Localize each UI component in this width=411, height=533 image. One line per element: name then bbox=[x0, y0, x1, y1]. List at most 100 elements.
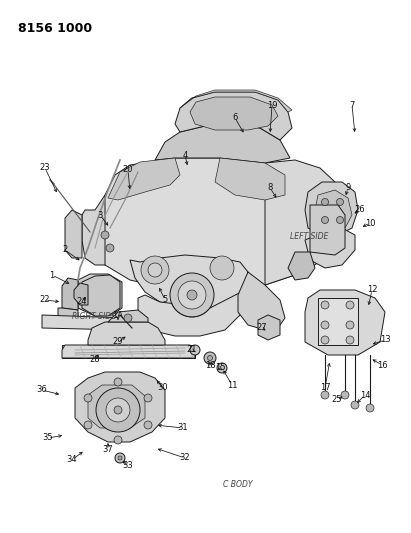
Circle shape bbox=[170, 273, 214, 317]
Text: 17: 17 bbox=[320, 384, 330, 392]
Polygon shape bbox=[108, 310, 148, 322]
Text: 28: 28 bbox=[90, 356, 100, 365]
Text: 19: 19 bbox=[267, 101, 277, 109]
Text: 6: 6 bbox=[232, 114, 238, 123]
Text: 36: 36 bbox=[37, 385, 47, 394]
Polygon shape bbox=[78, 274, 122, 316]
Polygon shape bbox=[258, 315, 280, 340]
Circle shape bbox=[115, 453, 125, 463]
Polygon shape bbox=[288, 252, 315, 280]
Circle shape bbox=[210, 256, 234, 280]
Text: 20: 20 bbox=[123, 166, 133, 174]
Text: 26: 26 bbox=[355, 206, 365, 214]
Circle shape bbox=[341, 391, 349, 399]
Circle shape bbox=[321, 336, 329, 344]
Text: 16: 16 bbox=[377, 360, 387, 369]
Polygon shape bbox=[305, 228, 355, 268]
Polygon shape bbox=[138, 272, 248, 336]
Circle shape bbox=[124, 314, 132, 322]
Circle shape bbox=[337, 198, 344, 206]
Text: C BODY: C BODY bbox=[223, 480, 252, 489]
Polygon shape bbox=[58, 308, 78, 322]
Text: 23: 23 bbox=[40, 164, 50, 173]
Text: LEFT SIDE: LEFT SIDE bbox=[290, 232, 328, 241]
Polygon shape bbox=[108, 158, 180, 200]
Polygon shape bbox=[82, 195, 105, 265]
Text: 30: 30 bbox=[158, 384, 169, 392]
Polygon shape bbox=[305, 182, 358, 235]
Circle shape bbox=[114, 406, 122, 414]
Circle shape bbox=[144, 421, 152, 429]
Polygon shape bbox=[238, 272, 285, 330]
Text: 29: 29 bbox=[113, 337, 123, 346]
Text: 3: 3 bbox=[97, 211, 103, 220]
Circle shape bbox=[114, 436, 122, 444]
Polygon shape bbox=[305, 290, 385, 355]
Circle shape bbox=[106, 244, 114, 252]
Polygon shape bbox=[65, 210, 82, 258]
Circle shape bbox=[148, 263, 162, 277]
Polygon shape bbox=[62, 278, 78, 310]
Text: 37: 37 bbox=[103, 446, 113, 455]
Circle shape bbox=[321, 216, 328, 223]
Circle shape bbox=[346, 301, 354, 309]
Circle shape bbox=[346, 321, 354, 329]
Text: 35: 35 bbox=[43, 433, 53, 442]
Polygon shape bbox=[315, 190, 352, 232]
Circle shape bbox=[208, 356, 212, 360]
Circle shape bbox=[321, 321, 329, 329]
Polygon shape bbox=[62, 345, 195, 358]
Circle shape bbox=[101, 231, 109, 239]
Polygon shape bbox=[310, 205, 345, 255]
Text: 8156 1000: 8156 1000 bbox=[18, 22, 92, 35]
Circle shape bbox=[96, 388, 140, 432]
Circle shape bbox=[118, 456, 122, 460]
Text: 7: 7 bbox=[349, 101, 355, 109]
Polygon shape bbox=[62, 345, 195, 358]
Circle shape bbox=[204, 352, 216, 364]
Polygon shape bbox=[75, 372, 165, 442]
Text: 32: 32 bbox=[180, 454, 190, 463]
Polygon shape bbox=[82, 275, 120, 316]
Polygon shape bbox=[88, 322, 165, 345]
Circle shape bbox=[337, 216, 344, 223]
Text: 12: 12 bbox=[367, 286, 377, 295]
Polygon shape bbox=[180, 90, 292, 112]
Text: 33: 33 bbox=[122, 461, 134, 470]
Circle shape bbox=[351, 401, 359, 409]
Circle shape bbox=[190, 345, 200, 355]
Circle shape bbox=[321, 391, 329, 399]
Polygon shape bbox=[42, 315, 125, 330]
Circle shape bbox=[114, 378, 122, 386]
Text: 1: 1 bbox=[49, 271, 55, 279]
Text: 1A: 1A bbox=[113, 311, 123, 320]
Circle shape bbox=[187, 290, 197, 300]
Circle shape bbox=[321, 198, 328, 206]
Text: 14: 14 bbox=[360, 391, 370, 400]
Circle shape bbox=[84, 394, 92, 402]
Polygon shape bbox=[215, 158, 285, 200]
Text: 22: 22 bbox=[40, 295, 50, 304]
Polygon shape bbox=[190, 97, 278, 130]
Text: 24: 24 bbox=[77, 297, 87, 306]
Text: 5: 5 bbox=[162, 295, 168, 304]
Polygon shape bbox=[265, 160, 340, 285]
Text: 21: 21 bbox=[187, 345, 197, 354]
Polygon shape bbox=[155, 124, 290, 163]
Circle shape bbox=[106, 398, 130, 422]
Text: 13: 13 bbox=[380, 335, 390, 344]
Text: 27: 27 bbox=[257, 324, 267, 333]
Polygon shape bbox=[175, 92, 292, 140]
Circle shape bbox=[141, 256, 169, 284]
Text: 9: 9 bbox=[345, 183, 351, 192]
Text: RIGHT SIDE: RIGHT SIDE bbox=[72, 312, 116, 321]
Circle shape bbox=[366, 404, 374, 412]
Circle shape bbox=[321, 301, 329, 309]
Circle shape bbox=[217, 363, 227, 373]
Text: 10: 10 bbox=[365, 219, 375, 228]
Polygon shape bbox=[74, 283, 88, 305]
Polygon shape bbox=[95, 158, 315, 290]
Text: 8: 8 bbox=[267, 183, 272, 192]
Text: 34: 34 bbox=[67, 456, 77, 464]
Text: 15: 15 bbox=[215, 364, 225, 373]
